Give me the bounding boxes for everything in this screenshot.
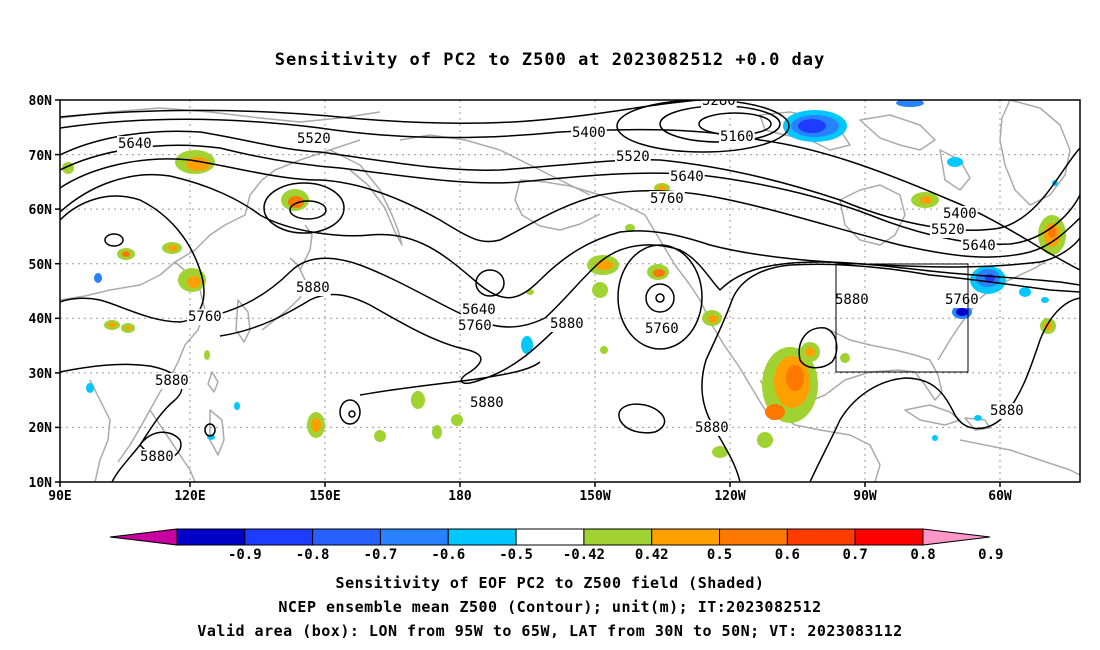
lat-label: 70N <box>29 149 53 164</box>
lat-label: 30N <box>29 367 53 382</box>
colorbar-box <box>379 528 449 546</box>
colorbar-tick-label: 0.8 <box>910 547 935 563</box>
positive-patches <box>62 150 1066 458</box>
plot-frame <box>59 99 1081 483</box>
axis-ticks <box>55 99 1001 487</box>
contour-label: 5880 <box>140 449 174 465</box>
colorbar-tick-label: 0.9 <box>978 547 1003 563</box>
lat-label: 50N <box>29 258 53 273</box>
map-title: Sensitivity of PC2 to Z500 at 2023082512… <box>274 50 826 70</box>
contour-label: 5640 <box>118 136 152 152</box>
lon-label: 60W <box>988 489 1012 504</box>
lat-label: 60N <box>29 203 53 218</box>
lon-label: 150W <box>579 489 610 504</box>
colorbar-tick-label: -0.9 <box>228 547 262 563</box>
lat-labels: 80N 70N 60N 50N 40N 30N 20N 10N <box>29 94 53 491</box>
contour-label: 5880 <box>695 420 729 436</box>
caption-line-2: NCEP ensemble mean Z500 (Contour); unit(… <box>278 598 822 616</box>
contour-label: 5760 <box>188 309 222 325</box>
colorbar-box <box>515 528 585 546</box>
contour-label: 5880 <box>835 292 869 308</box>
colorbar-box <box>583 528 653 546</box>
contour-label: 5520 <box>616 149 650 165</box>
lon-label: 120W <box>714 489 745 504</box>
colorbar-tick-label: -0.7 <box>364 547 398 563</box>
colorbar: -0.9 -0.8 -0.7 -0.6 -0.5 -0.42 0.42 0.5 0.6 0.7 0.… <box>109 528 1003 563</box>
contour-label: 5880 <box>470 395 504 411</box>
lat-label: 80N <box>29 94 53 109</box>
contour-label: 5880 <box>990 403 1024 419</box>
colorbar-tick-label: -0.8 <box>296 547 330 563</box>
lon-label: 90E <box>48 489 71 504</box>
lon-label: 120E <box>174 489 205 504</box>
contour-label: 5760 <box>650 191 684 207</box>
contour-label: 5640 <box>462 302 496 318</box>
colorbar-tick-label: 0.5 <box>707 547 732 563</box>
caption-line-1: Sensitivity of EOF PC2 to Z500 field (Sh… <box>335 574 765 592</box>
colorbar-box <box>854 528 924 546</box>
contour-label: 5280 <box>702 93 736 109</box>
lat-label: 20N <box>29 421 53 436</box>
lat-label: 10N <box>29 476 53 491</box>
colorbar-box <box>447 528 517 546</box>
lon-label: 180 <box>448 489 472 504</box>
lon-label: 90W <box>853 489 877 504</box>
contour-label: 5760 <box>645 321 679 337</box>
colorbar-box <box>719 528 788 546</box>
lon-labels: 90E 120E 150E 180 150W 120W 90W 60W <box>48 489 1012 504</box>
colorbar-tick-label: -0.6 <box>431 547 465 563</box>
valid-area-box <box>835 263 969 373</box>
colorbar-tick-label: 0.6 <box>775 547 800 563</box>
contour-label: 5640 <box>670 169 704 185</box>
colorbar-box <box>786 528 856 546</box>
colorbar-tick-label: 0.42 <box>635 547 669 563</box>
colorbar-tick-label: -0.5 <box>499 547 533 563</box>
contour-label: 5880 <box>550 316 584 332</box>
contour-label: 5880 <box>155 373 189 389</box>
colorbar-box <box>651 528 721 546</box>
colorbar-min-arrow <box>109 528 178 546</box>
contour-label: 5400 <box>943 206 977 222</box>
contour-label: 5400 <box>572 125 606 141</box>
contour-labels: 5640 5520 5400 5280 5160 5520 5640 5760 … <box>117 93 1025 465</box>
contour-label: 5760 <box>458 318 492 334</box>
lat-label: 40N <box>29 312 53 327</box>
colorbar-box <box>176 528 246 546</box>
colorbar-box <box>244 528 314 546</box>
negative-patches <box>86 100 1058 441</box>
contour-label: 5520 <box>931 222 965 238</box>
lon-label: 150E <box>309 489 340 504</box>
contour-label: 5880 <box>296 280 330 296</box>
contour-label: 5760 <box>945 292 979 308</box>
colorbar-tick-label: 0.7 <box>843 547 868 563</box>
contour-label: 5160 <box>720 129 754 145</box>
contour-label: 5640 <box>962 238 996 254</box>
sensitivity-shading <box>62 100 1066 458</box>
colorbar-tick-label: -0.42 <box>563 547 605 563</box>
colorbar-box <box>312 528 381 546</box>
contour-label: 5520 <box>297 131 331 147</box>
caption-line-3: Valid area (box): LON from 95W to 65W, L… <box>197 622 903 640</box>
colorbar-max-arrow <box>922 528 991 546</box>
